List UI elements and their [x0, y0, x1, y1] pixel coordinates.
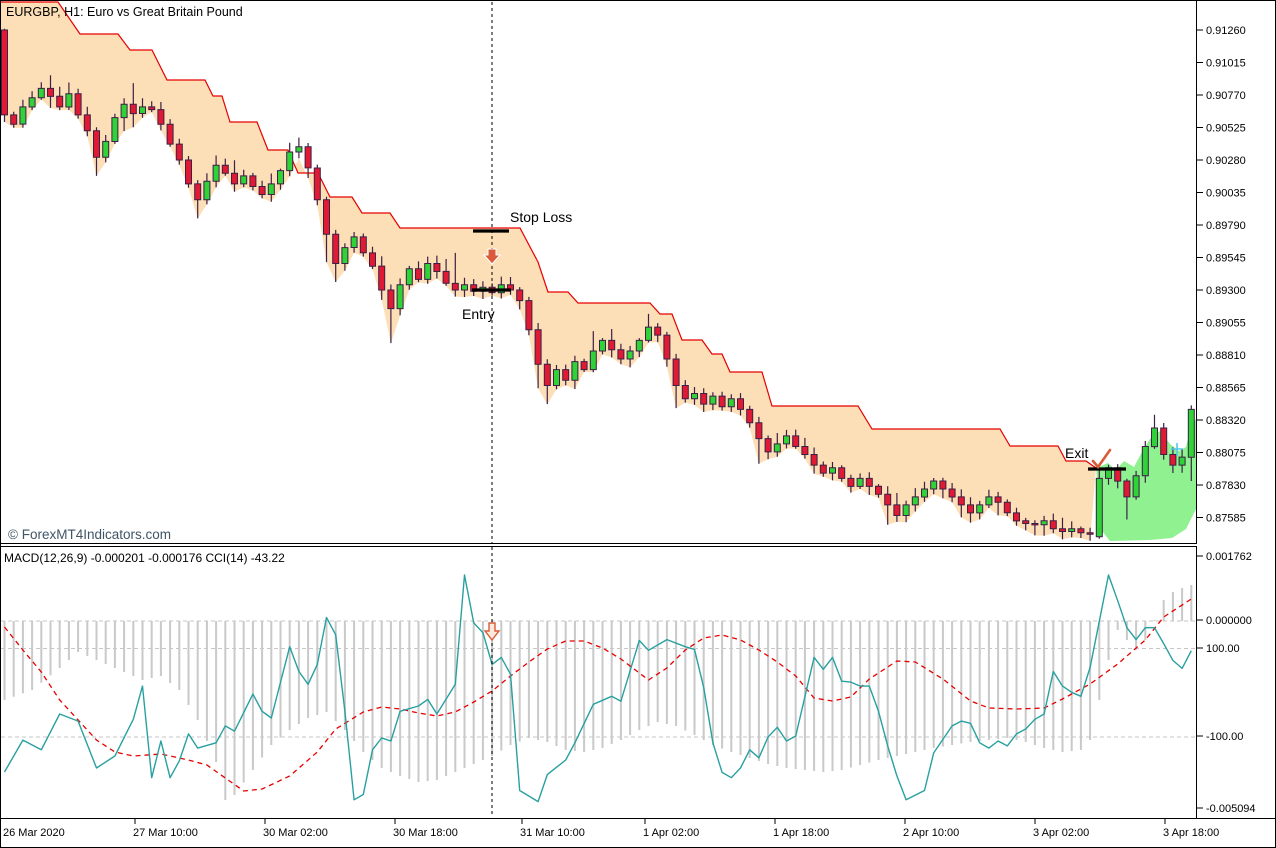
signal-arrow-icon — [483, 622, 501, 642]
price-axis-label: 0.90770 — [1206, 90, 1246, 102]
time-axis[interactable]: 26 Mar 2020 27 Mar 10:00 30 Mar 02:00 30 Ma… — [3, 819, 1219, 839]
candlesticks — [1, 28, 1195, 541]
indicator-label: MACD(12,26,9) -0.000201 -0.000176 CCI(14… — [4, 551, 285, 565]
price-axis-label: 0.89300 — [1206, 285, 1246, 297]
close-price-cross-icon — [1171, 443, 1183, 456]
indicator-axis-label: -100.00 — [1206, 731, 1243, 743]
price-axis-label: 0.90525 — [1206, 123, 1246, 135]
price-axis-label: 0.89545 — [1206, 253, 1246, 265]
indicator-axis-label: -0.005094 — [1206, 803, 1256, 815]
exit-check-icon — [1091, 448, 1112, 470]
indicator-axis-label: 0.001762 — [1206, 551, 1252, 563]
time-axis-label: 30 Mar 18:00 — [393, 827, 458, 839]
price-scale[interactable]: 0.91260 0.91015 0.90770 0.90525 0.90280 0.900… — [1197, 25, 1246, 525]
price-axis-label: 0.90035 — [1206, 188, 1246, 200]
sell-arrow-icon — [482, 248, 502, 265]
price-axis-label: 0.88075 — [1206, 448, 1246, 460]
bearish-candle-bodies — [1, 29, 1177, 535]
chart-title: EURGBP, H1: Euro vs Great Britain Pound — [6, 5, 243, 19]
time-axis-label: 1 Apr 02:00 — [643, 827, 699, 839]
time-axis-label: 26 Mar 2020 — [3, 827, 65, 839]
price-axis-label: 0.90280 — [1206, 155, 1246, 167]
time-axis-label: 1 Apr 18:00 — [773, 827, 829, 839]
time-axis-label: 27 Mar 10:00 — [133, 827, 198, 839]
bullish-candle-bodies — [19, 87, 1195, 538]
indicator-axis-label: 100.00 — [1206, 643, 1240, 655]
time-axis-label: 3 Apr 18:00 — [1163, 827, 1219, 839]
cci-line — [3, 574, 1192, 803]
macd-signal-line — [3, 598, 1192, 792]
price-axis-label: 0.87830 — [1206, 480, 1246, 492]
trailing-stop-line — [1, 1, 1097, 469]
price-axis-label: 0.87585 — [1206, 513, 1246, 525]
exit-label: Exit — [1065, 445, 1088, 461]
time-axis-label: 2 Apr 10:00 — [903, 827, 959, 839]
price-axis-label: 0.88320 — [1206, 415, 1246, 427]
stop-loss-label: Stop Loss — [510, 209, 572, 225]
price-axis-label: 0.88565 — [1206, 383, 1246, 395]
time-axis-label: 30 Mar 02:00 — [263, 827, 328, 839]
main-chart-plot — [1, 1, 1196, 543]
indicator-scale[interactable]: 0.001762 0.000000 100.00 -100.00 -0.005094 — [1197, 551, 1256, 815]
price-axis-label: 0.91015 — [1206, 58, 1246, 70]
price-axis-label: 0.88810 — [1206, 350, 1246, 362]
entry-label: Entry — [462, 306, 495, 322]
price-axis-label: 0.89055 — [1206, 318, 1246, 330]
time-axis-label: 31 Mar 10:00 — [520, 827, 585, 839]
watermark: © ForexMT4Indicators.com — [8, 527, 171, 542]
price-axis-label: 0.91260 — [1206, 25, 1246, 37]
time-axis-label: 3 Apr 02:00 — [1033, 827, 1089, 839]
indicator-plot — [1, 547, 1196, 817]
trade-markers — [472, 229, 1183, 471]
indicator-axis-label: 0.000000 — [1206, 615, 1252, 627]
price-axis-label: 0.89790 — [1206, 220, 1246, 232]
